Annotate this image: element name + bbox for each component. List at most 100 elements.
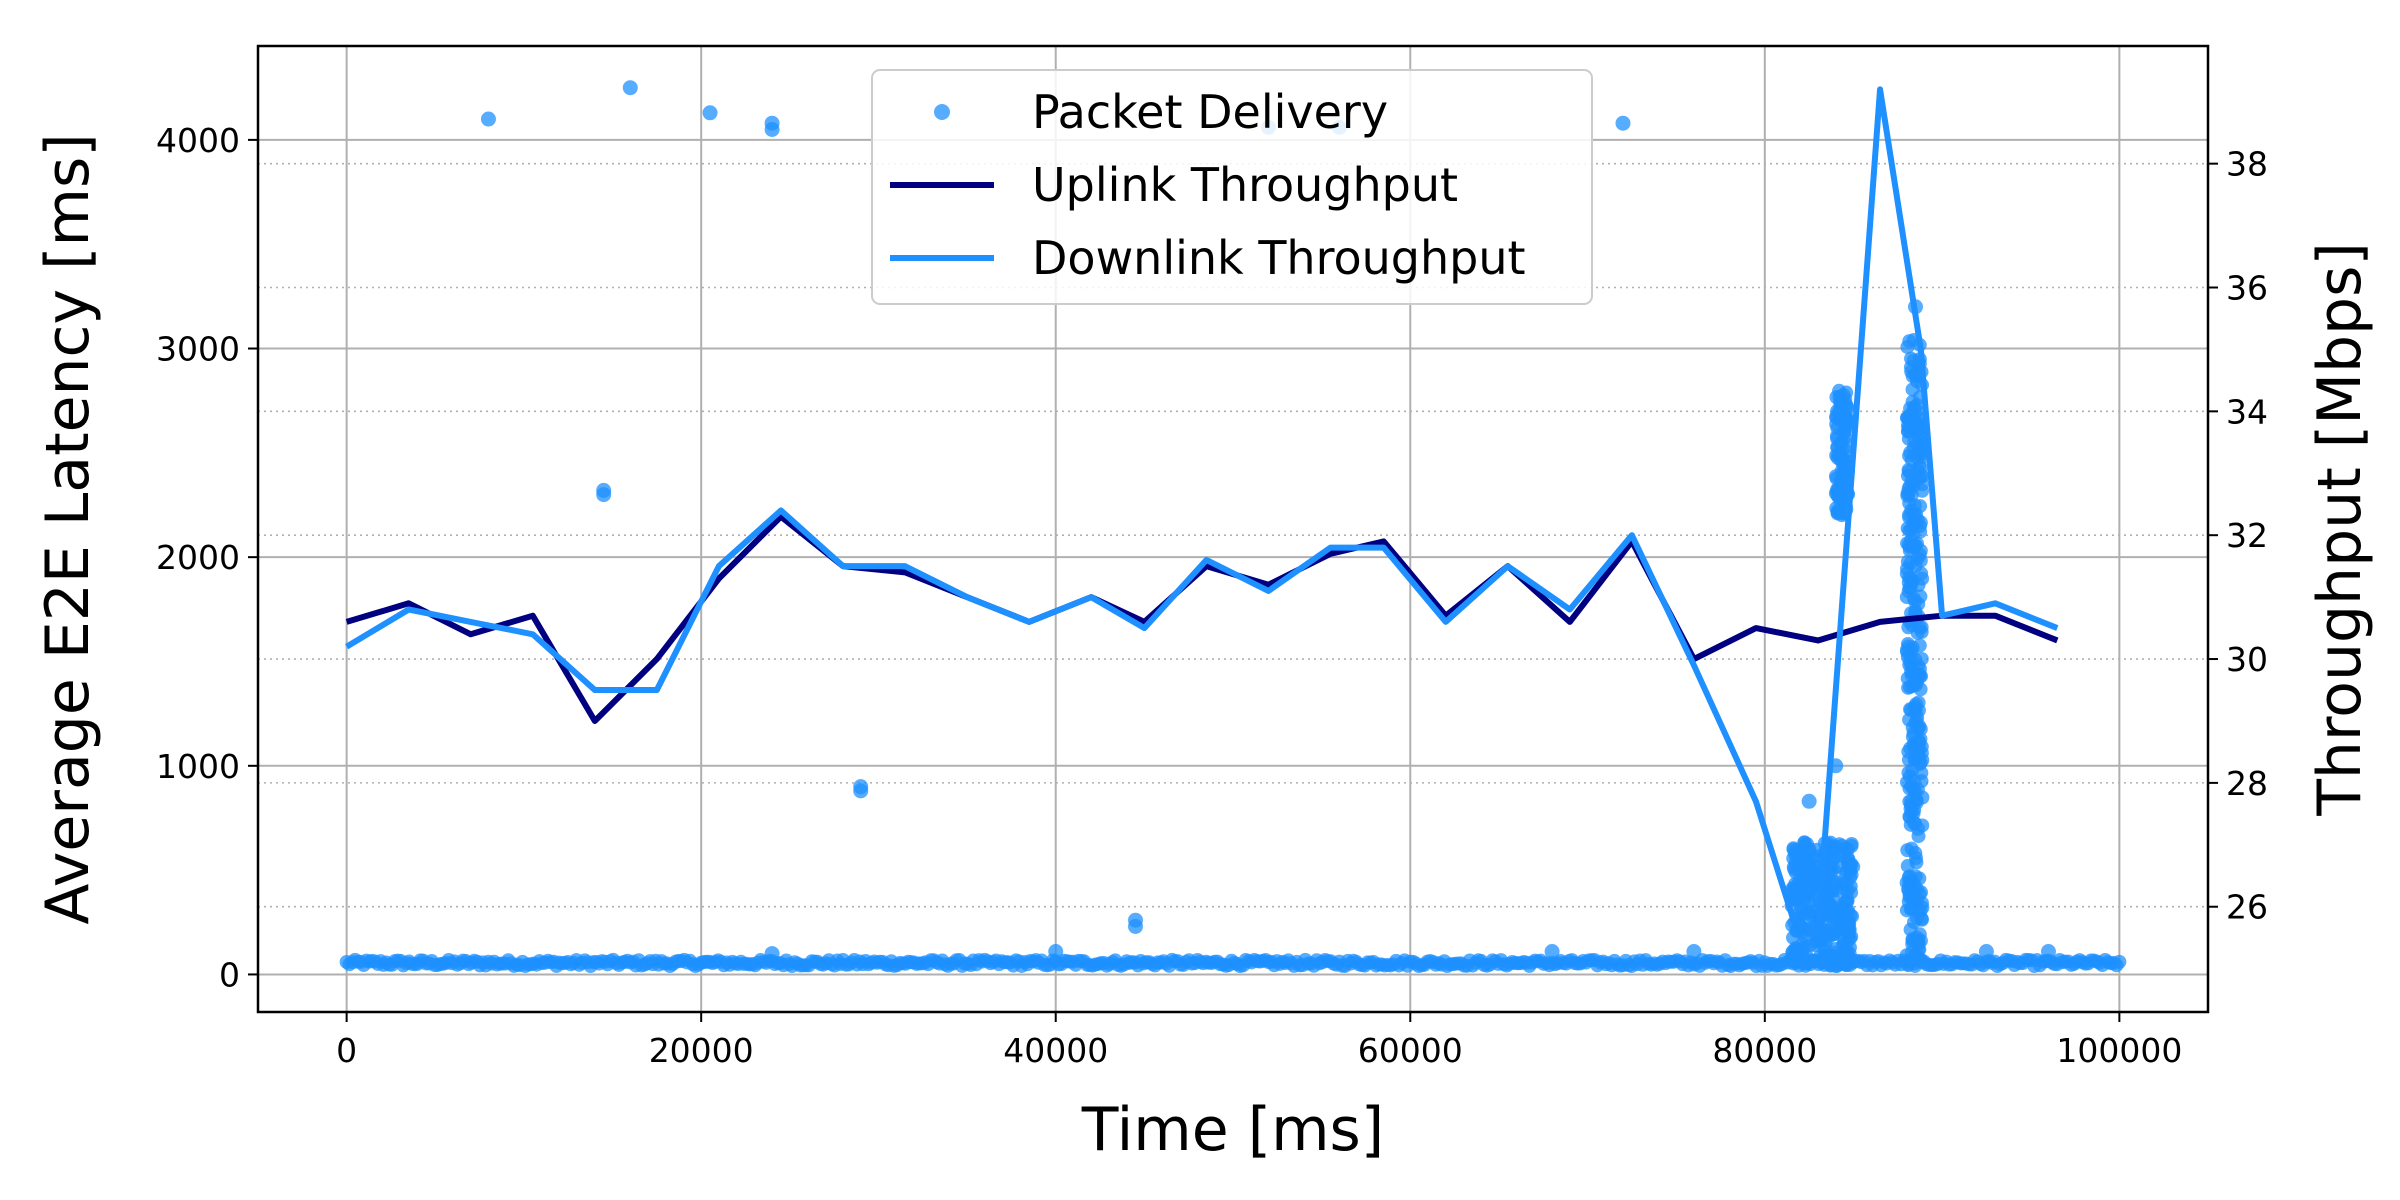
x-tick-label: 0 bbox=[336, 1031, 357, 1070]
packet-delivery-outlier bbox=[764, 121, 780, 137]
packet-delivery-point bbox=[1828, 469, 1843, 484]
packet-delivery-point bbox=[1839, 958, 1854, 973]
x-tick-label: 40000 bbox=[1003, 1031, 1108, 1070]
packet-delivery-point bbox=[1911, 749, 1926, 764]
packet-delivery-point bbox=[1833, 412, 1848, 427]
downlink-throughput-line bbox=[345, 86, 2059, 935]
packet-delivery-point bbox=[1833, 400, 1848, 415]
packet-delivery-point bbox=[1913, 589, 1928, 604]
x-tick-label: 20000 bbox=[649, 1031, 754, 1070]
packet-delivery-point bbox=[1911, 721, 1926, 736]
packet-delivery-point bbox=[1903, 801, 1918, 816]
packet-delivery-point bbox=[1843, 870, 1858, 885]
packet-delivery-point bbox=[1907, 736, 1922, 751]
packet-delivery-point bbox=[1823, 863, 1838, 878]
packet-delivery-outlier bbox=[1615, 115, 1631, 131]
y-right-tick-label: 38 bbox=[2226, 145, 2268, 184]
packet-delivery-point bbox=[1901, 882, 1916, 897]
plot-frame bbox=[256, 44, 2210, 1014]
legend-marker-point bbox=[934, 104, 950, 120]
y-right-tick-label: 36 bbox=[2226, 269, 2268, 308]
legend: Packet Delivery Uplink Throughput Downlink… bbox=[871, 69, 1593, 305]
y-left-tick-label: 1000 bbox=[156, 747, 240, 786]
packet-delivery-point bbox=[1795, 925, 1810, 940]
packet-delivery-point bbox=[1914, 885, 1929, 900]
packet-delivery-point bbox=[1911, 422, 1926, 437]
packet-delivery-point bbox=[1901, 424, 1916, 439]
y-right-tick-label: 26 bbox=[2226, 888, 2268, 927]
packet-delivery-point bbox=[1906, 527, 1921, 542]
y-right-tick-label: 32 bbox=[2226, 516, 2268, 555]
packet-delivery-point bbox=[1812, 954, 1827, 969]
packet-delivery-point bbox=[1908, 367, 1923, 382]
y-right-tick-label: 34 bbox=[2226, 392, 2268, 431]
packet-delivery-outlier bbox=[853, 783, 869, 799]
packet-delivery-point bbox=[1838, 842, 1853, 857]
packet-delivery-outlier bbox=[596, 487, 612, 503]
packet-delivery-point bbox=[1826, 927, 1841, 942]
x-axis-title: Time [ms] bbox=[1081, 1095, 1384, 1165]
packet-delivery-point bbox=[1789, 943, 1804, 958]
y-left-tick-label: 0 bbox=[219, 955, 240, 994]
packet-delivery-outlier bbox=[1544, 943, 1560, 959]
uplink-throughput-line bbox=[345, 513, 2059, 724]
packet-delivery-point bbox=[1913, 543, 1928, 558]
packet-delivery-point bbox=[1915, 790, 1930, 805]
packet-delivery-point bbox=[1912, 638, 1927, 653]
legend-box bbox=[871, 69, 1593, 305]
packet-delivery-outlier bbox=[1048, 943, 1064, 959]
packet-delivery-point bbox=[1908, 816, 1923, 831]
x-tick-label: 60000 bbox=[1358, 1031, 1463, 1070]
packet-delivery-point bbox=[1803, 861, 1818, 876]
y-right-tick-label: 30 bbox=[2226, 640, 2268, 679]
y-axis-left-title: Average E2E Latency [ms] bbox=[33, 133, 103, 924]
packet-delivery-point bbox=[1901, 462, 1916, 477]
packet-delivery-point bbox=[1905, 476, 1920, 491]
packet-delivery-point bbox=[1905, 665, 1920, 680]
y-left-tick-label: 2000 bbox=[156, 538, 240, 577]
packet-delivery-point bbox=[1840, 892, 1855, 907]
legend-label: Uplink Throughput bbox=[1032, 158, 1458, 212]
packet-delivery-point bbox=[1796, 888, 1811, 903]
packet-delivery-outlier bbox=[480, 111, 496, 127]
plot-area bbox=[339, 80, 2127, 974]
packet-delivery-point bbox=[1814, 931, 1829, 946]
packet-delivery-point bbox=[1902, 570, 1917, 585]
packet-delivery-point bbox=[1902, 510, 1917, 525]
packet-delivery-outlier bbox=[1686, 943, 1702, 959]
packet-delivery-outlier bbox=[1978, 943, 1994, 959]
y-axis-right-title: Throughput [Mbps] bbox=[2305, 242, 2375, 817]
packet-delivery-point bbox=[2112, 954, 2127, 969]
packet-delivery-point bbox=[1914, 912, 1929, 927]
y-right-tick-label: 28 bbox=[2226, 764, 2268, 803]
packet-delivery-outlier bbox=[1128, 918, 1143, 934]
y-left-tick-label: 4000 bbox=[156, 121, 240, 160]
packet-delivery-point bbox=[1911, 703, 1926, 718]
packet-delivery-outlier bbox=[702, 105, 718, 121]
packet-delivery-point bbox=[1908, 652, 1923, 667]
packet-delivery-point bbox=[1836, 938, 1851, 953]
packet-delivery-point bbox=[1789, 842, 1804, 857]
legend-label: Downlink Throughput bbox=[1032, 231, 1526, 285]
packet-delivery-point bbox=[1915, 483, 1930, 498]
packet-delivery-outlier bbox=[622, 80, 638, 96]
packet-delivery-point bbox=[1841, 926, 1856, 941]
axis-ticks: 0 20000 40000 60000 80000 100000 0 1000 2000 3000… bbox=[156, 121, 2268, 1070]
legend-label: Packet Delivery bbox=[1032, 85, 1388, 139]
packet-delivery-point bbox=[1906, 440, 1921, 455]
packet-delivery-points bbox=[339, 80, 2127, 974]
y-left-tick-label: 3000 bbox=[156, 330, 240, 369]
x-tick-label: 100000 bbox=[2056, 1031, 2182, 1070]
x-tick-label: 80000 bbox=[1712, 1031, 1817, 1070]
packet-delivery-outlier bbox=[1801, 793, 1817, 809]
packet-delivery-outlier bbox=[2040, 943, 2056, 959]
packet-delivery-point bbox=[1908, 846, 1923, 861]
packet-delivery-point bbox=[1901, 412, 1916, 427]
packet-delivery-point bbox=[1912, 942, 1927, 957]
packet-delivery-point bbox=[1795, 905, 1810, 920]
packet-delivery-point bbox=[1901, 620, 1916, 635]
packet-delivery-point bbox=[1915, 469, 1930, 484]
packet-delivery-point bbox=[1841, 856, 1856, 871]
packet-delivery-point bbox=[1905, 762, 1920, 777]
